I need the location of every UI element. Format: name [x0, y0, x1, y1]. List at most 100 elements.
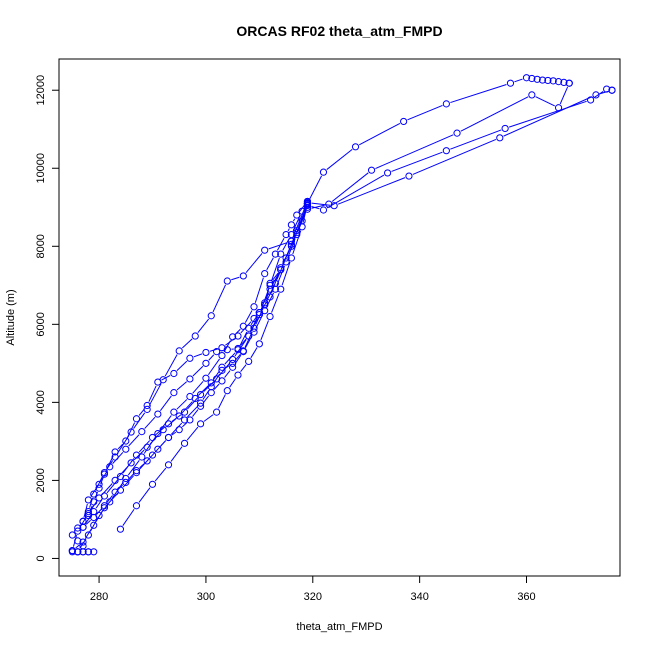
- data-point: [287, 221, 296, 229]
- series-segment: [203, 414, 214, 422]
- data-point: [303, 203, 312, 211]
- x-tick-label: 340: [410, 591, 428, 603]
- x-tick-label: 320: [304, 591, 322, 603]
- series-segment: [155, 426, 166, 436]
- data-point: [213, 348, 221, 356]
- data-point: [90, 548, 98, 556]
- series-segment: [106, 460, 114, 470]
- series-segment: [535, 96, 555, 107]
- data-point: [84, 531, 92, 539]
- data-point: [79, 538, 87, 546]
- series-segment: [84, 528, 92, 539]
- series-segment: [229, 378, 237, 388]
- series-segment: [89, 497, 93, 508]
- series-segment: [245, 253, 263, 274]
- data-point: [159, 376, 167, 384]
- series-segment: [234, 354, 242, 365]
- series-segment: [281, 261, 291, 286]
- data-point: [164, 461, 173, 469]
- data-point: [544, 76, 552, 85]
- series-segment: [311, 204, 325, 209]
- series-segment: [407, 105, 443, 121]
- data-point: [218, 366, 226, 374]
- series-segment: [250, 315, 258, 326]
- series-segment: [276, 265, 286, 286]
- data-point: [202, 359, 210, 367]
- data-point: [196, 390, 205, 399]
- series-segment: [599, 90, 609, 95]
- series-segment: [171, 431, 177, 436]
- data-point: [116, 472, 125, 481]
- series-segment: [90, 487, 98, 497]
- series-segment: [503, 96, 593, 137]
- data-point: [186, 416, 194, 424]
- series-segment: [240, 364, 247, 373]
- series-segment: [187, 397, 199, 410]
- series-segment: [412, 138, 497, 175]
- data-point: [196, 399, 205, 407]
- series-segment: [326, 149, 353, 170]
- y-tick-label: 4000: [35, 390, 47, 414]
- x-tick-label: 280: [90, 591, 108, 603]
- y-tick-label: 8000: [35, 234, 47, 258]
- series-segment: [270, 257, 280, 282]
- series-segment: [144, 416, 156, 429]
- data-point: [442, 100, 450, 108]
- y-axis: 0 2000 4000 6000 8000 10000 12000: [35, 75, 60, 562]
- data-point: [74, 548, 82, 556]
- series-segment: [96, 508, 102, 515]
- data-point: [164, 433, 173, 442]
- data-point: [592, 91, 600, 99]
- series-segment: [127, 460, 140, 476]
- series-segment: [268, 242, 288, 250]
- data-point: [405, 172, 413, 180]
- series-segment: [138, 487, 151, 503]
- series-segment: [197, 385, 209, 396]
- data-point: [207, 389, 215, 397]
- data-point: [90, 513, 98, 522]
- series-segment: [181, 338, 193, 349]
- data-point: [229, 355, 237, 364]
- series-segment: [154, 467, 167, 482]
- data-point: [122, 437, 130, 445]
- series-segment: [128, 434, 140, 447]
- series-segment: [106, 495, 113, 503]
- data-point: [282, 258, 290, 266]
- y-tick-label: 2000: [35, 468, 47, 492]
- series-segment: [202, 395, 210, 404]
- series-segment: [186, 426, 199, 441]
- series-segment: [311, 202, 331, 206]
- data-point: [202, 374, 210, 382]
- data-point: [239, 348, 247, 356]
- data-point: [218, 377, 226, 385]
- data-point: [170, 389, 178, 397]
- data-point: [298, 223, 306, 231]
- series-segment: [266, 257, 274, 271]
- series-segment: [85, 519, 91, 525]
- series-segment: [176, 360, 188, 371]
- series-segment: [112, 451, 124, 464]
- data-point: [74, 527, 82, 535]
- data-point: [95, 480, 103, 488]
- series-segment: [391, 151, 443, 172]
- series-segment: [192, 409, 199, 417]
- series-segment: [117, 484, 124, 490]
- series-segment: [308, 175, 322, 200]
- data-point: [180, 416, 189, 424]
- data-point: [261, 299, 269, 307]
- data-point: [116, 525, 125, 533]
- x-tick-label: 360: [517, 591, 535, 603]
- y-tick-label: 10000: [35, 153, 47, 184]
- series-segment: [255, 314, 264, 329]
- data-point: [287, 254, 296, 262]
- data-point: [154, 445, 162, 453]
- data-point: [148, 480, 157, 488]
- x-axis-label: theta_atm_FMPD: [296, 621, 382, 633]
- data-point: [533, 75, 541, 83]
- data-point: [175, 426, 183, 434]
- series-segment: [79, 516, 87, 528]
- data-point: [266, 312, 274, 321]
- data-point: [229, 333, 237, 341]
- data-point: [186, 375, 194, 383]
